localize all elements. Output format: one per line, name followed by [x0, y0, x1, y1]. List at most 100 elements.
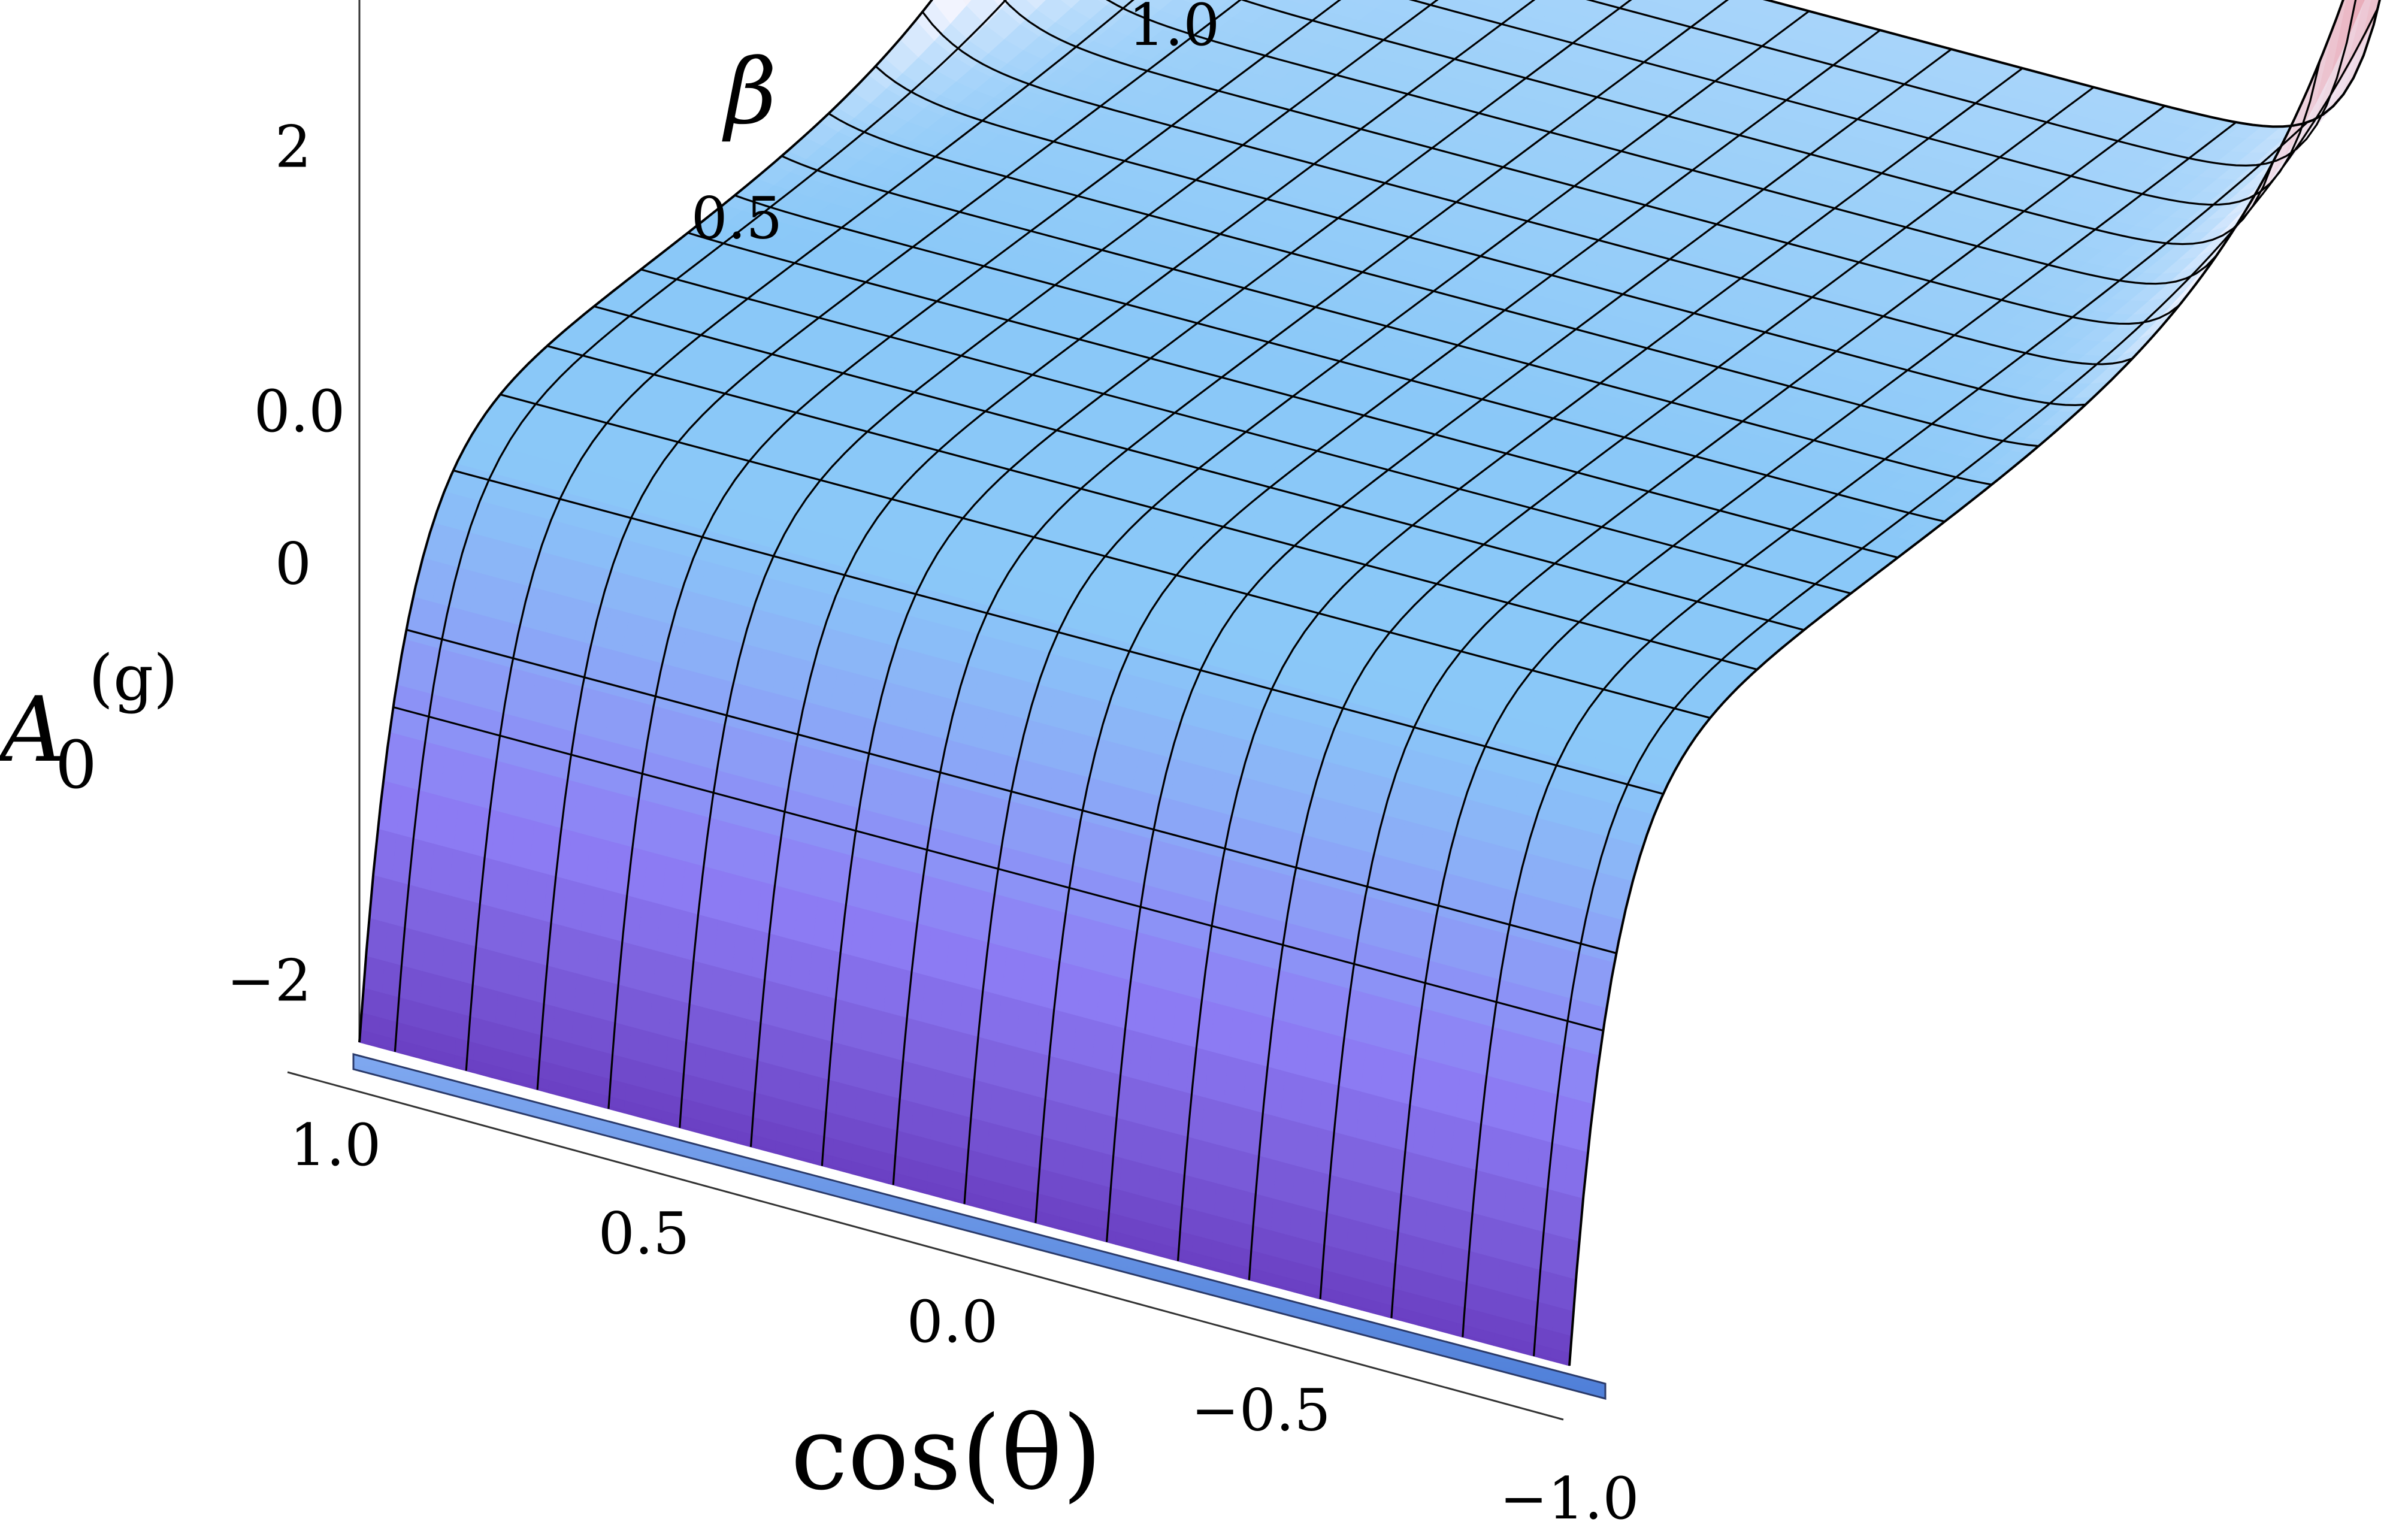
- surface-patch: [760, 1061, 782, 1100]
- surface-patch: [722, 1052, 745, 1090]
- z-tick-label: −2: [226, 948, 311, 1015]
- surface-patch: [743, 1019, 767, 1063]
- y-tick-label: 0.0: [254, 378, 346, 445]
- surface-patch: [1043, 1137, 1066, 1176]
- surface-patch: [401, 966, 423, 1004]
- surface-patch: [1235, 1150, 1258, 1194]
- surface-patch: [1121, 1120, 1145, 1164]
- surface-patch: [1119, 1158, 1142, 1196]
- surface-patch: [516, 958, 540, 1003]
- surface-patch: [495, 991, 518, 1029]
- surface-patch: [1516, 1264, 1539, 1302]
- surface-patch: [1065, 1105, 1088, 1149]
- surface-patch: [1481, 1216, 1504, 1260]
- surface-patch: [1008, 1090, 1031, 1134]
- surface-patch: [741, 1057, 764, 1095]
- surface-patch: [1497, 1259, 1520, 1297]
- surface-patch: [1270, 1198, 1293, 1236]
- surface-patch: [476, 986, 499, 1024]
- surface-patch: [838, 1044, 861, 1088]
- surface-patch: [1289, 1203, 1312, 1242]
- surface-patch: [1197, 1140, 1221, 1184]
- surface-patch: [933, 1069, 956, 1114]
- surface-patch: [403, 928, 426, 972]
- z-axis-title-superscript: (g): [89, 642, 178, 715]
- surface-patch: [895, 1059, 918, 1103]
- surface-patch: [892, 1097, 915, 1136]
- surface-patch: [554, 968, 578, 1013]
- surface-patch: [1346, 1218, 1369, 1257]
- surface-patch: [1027, 1094, 1051, 1139]
- surface-patch: [573, 973, 597, 1018]
- z-tick-label: 0: [275, 531, 311, 598]
- surface-patch: [706, 1009, 729, 1053]
- surface-patch: [514, 996, 537, 1034]
- surface-patch: [1365, 1223, 1387, 1262]
- surface-patch: [1459, 1249, 1482, 1287]
- surface-patch: [1443, 1206, 1466, 1250]
- surface-patch: [876, 1054, 899, 1099]
- surface-patch: [1084, 1109, 1107, 1154]
- surface-patch: [1405, 1196, 1429, 1240]
- surface-patch: [1140, 1125, 1164, 1169]
- surface-patch: [438, 976, 461, 1014]
- surface-patch: [589, 1016, 612, 1055]
- surface-patch: [961, 0, 973, 7]
- surface-patch: [479, 948, 502, 993]
- bounding-box: [287, 0, 1564, 1421]
- base-plate: [352, 1053, 1607, 1400]
- surface-patch: [1194, 1178, 1217, 1217]
- surface-patch: [1462, 1211, 1486, 1255]
- surface-patch: [627, 1026, 651, 1065]
- surface-patch: [2346, 0, 2364, 40]
- surface-patch: [498, 953, 521, 997]
- surface-patch: [800, 1034, 824, 1078]
- surface-patch: [1159, 1130, 1183, 1175]
- surface-patch: [1081, 1148, 1104, 1186]
- surface-patch: [686, 1003, 710, 1048]
- surface-mesh: [359, 0, 2380, 1366]
- y-tick-label: 0.5: [691, 185, 783, 252]
- x-tick-label: 0.5: [598, 1200, 690, 1267]
- surface-patch: [703, 1046, 726, 1085]
- surface-patch: [724, 1013, 748, 1058]
- surface-patch: [1500, 1221, 1523, 1265]
- surface-patch: [987, 1123, 1009, 1161]
- surface-patch: [1214, 1183, 1236, 1221]
- surface-patch: [441, 938, 464, 982]
- surface-patch: [1232, 1188, 1256, 1227]
- surface-patch: [1329, 1175, 1353, 1220]
- surface-patch: [552, 1006, 574, 1045]
- surface-patch: [913, 1064, 937, 1109]
- surface-patch: [930, 1107, 953, 1146]
- x-tick-label: −1.0: [1499, 1465, 1639, 1532]
- z-tick-label: 2: [275, 114, 311, 181]
- surface-patch: [1046, 1100, 1069, 1144]
- surface-patch: [1157, 1168, 1179, 1206]
- surface-patch: [1424, 1200, 1448, 1245]
- surface-patch: [592, 978, 616, 1022]
- surface-patch: [1368, 1185, 1391, 1230]
- z-axis-title: A 0 (g): [0, 642, 178, 803]
- surface-patch: [911, 1102, 934, 1140]
- surface-patch: [779, 1067, 801, 1105]
- surface-patch: [1216, 1145, 1239, 1190]
- surface-patch: [571, 1011, 594, 1049]
- surface-patch: [630, 988, 654, 1033]
- surface-patch: [1478, 1254, 1501, 1292]
- surface-patch: [836, 1082, 858, 1120]
- surface-patch: [949, 1112, 972, 1151]
- surface-patch: [1441, 1244, 1463, 1282]
- y-axis-title: β: [722, 40, 777, 144]
- surface-patch: [854, 1087, 877, 1125]
- surface-patch: [1273, 1160, 1296, 1205]
- surface-patch: [857, 1049, 881, 1094]
- x-axis-title: cos(θ): [791, 1394, 1102, 1513]
- surface-patch: [460, 943, 483, 987]
- x-axis-line: [287, 1071, 1564, 1421]
- surface-patch: [763, 1024, 786, 1068]
- surface-patch: [1421, 1239, 1444, 1277]
- surface-patch: [422, 933, 446, 978]
- y-tick-label: 1.0: [1129, 0, 1220, 59]
